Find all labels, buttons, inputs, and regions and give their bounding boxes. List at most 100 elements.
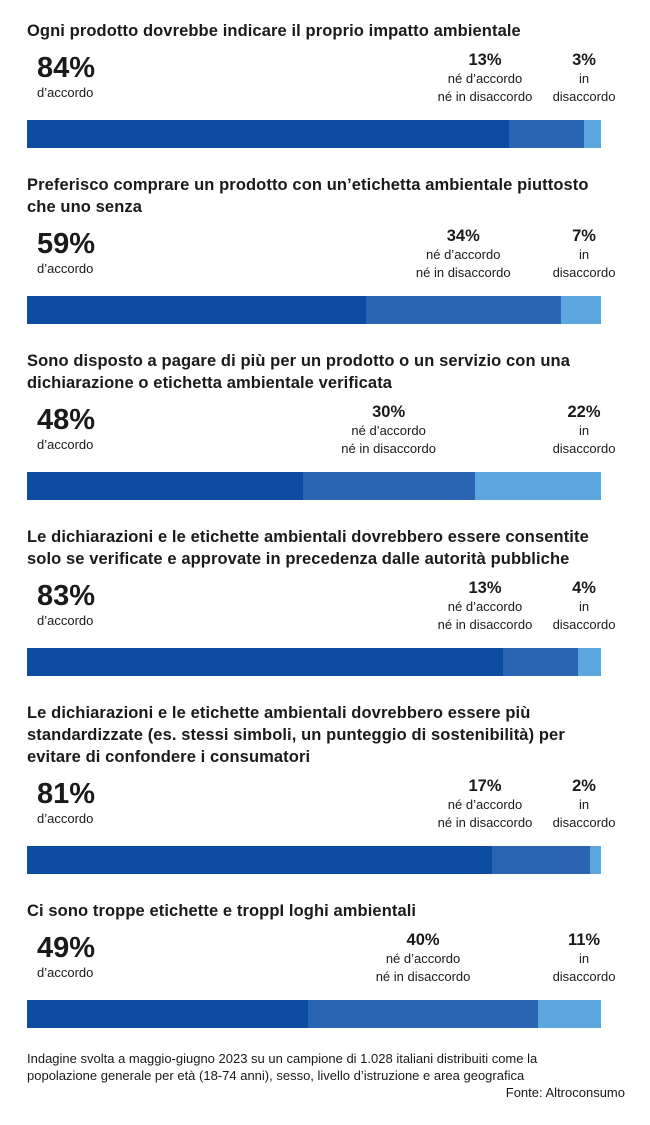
- bar-segment: [578, 648, 601, 676]
- value-label: 83%: [37, 580, 96, 612]
- segment-label: 22% in disaccordo: [544, 402, 624, 458]
- panels: Ogni prodotto dovrebbe indicare il propr…: [27, 20, 615, 1028]
- legend-label: né d’accordo né in disaccordo: [437, 599, 533, 632]
- question-panel: Ogni prodotto dovrebbe indicare il propr…: [27, 20, 615, 148]
- legend-label: d’accordo: [37, 85, 94, 100]
- value-label: 40%: [406, 931, 440, 949]
- value-label: 81%: [37, 778, 96, 810]
- bar-segment: [491, 846, 590, 874]
- value-label: 22%: [567, 403, 601, 421]
- value-label: 13%: [468, 579, 502, 597]
- value-label: 48%: [37, 404, 96, 436]
- bar-segment: [503, 648, 579, 676]
- bar-segment: [27, 648, 504, 676]
- value-label: 2%: [572, 777, 596, 795]
- legend-label: né d’accordo né in disaccordo: [415, 247, 511, 280]
- value-label: 7%: [572, 227, 596, 245]
- stacked-bar: [27, 846, 601, 874]
- segment-label: 3% in disaccordo: [544, 50, 624, 106]
- bar-segment: [27, 1000, 309, 1028]
- question-title: Ci sono troppe etichette e troppI loghi …: [27, 902, 417, 920]
- question-title: Ogni prodotto dovrebbe indicare il propr…: [27, 22, 521, 40]
- segment-label: 40% né d’accordo né in disaccordo: [358, 930, 488, 986]
- legend-label: in disaccordo: [552, 247, 616, 280]
- question-title: Le dichiarazioni e le etichette ambienta…: [27, 528, 589, 568]
- value-label: 3%: [572, 51, 596, 69]
- value-label: 49%: [37, 932, 96, 964]
- footnote: Indagine svolta a maggio-giugno 2023 su …: [27, 1051, 538, 1083]
- segment-label: 13% né d’accordo né in disaccordo: [420, 50, 550, 106]
- stacked-bar: [27, 648, 601, 676]
- legend-label: né d’accordo né in disaccordo: [341, 423, 436, 456]
- bar-segment: [560, 296, 601, 324]
- bar-segment: [589, 846, 601, 874]
- value-label: 34%: [446, 227, 480, 245]
- labels-row: 83% d’accordo 13% né d’accordo né in disacc…: [27, 578, 615, 648]
- question-panel: Le dichiarazioni e le etichette ambienta…: [27, 526, 615, 676]
- bar-segment: [27, 120, 510, 148]
- legend-label: d’accordo: [37, 811, 94, 826]
- legend-label: né d’accordo né in disaccordo: [437, 71, 533, 104]
- legend-label: in disaccordo: [552, 423, 616, 456]
- labels-row: 59% d’accordo 34% né d’accordo né in disacc…: [27, 226, 615, 296]
- bar-segment: [308, 1000, 538, 1028]
- labels-row: 48% d’accordo 30% né d’accordo né in disacc…: [27, 402, 615, 472]
- legend-label: in disaccordo: [552, 71, 616, 104]
- question-title: Preferisco comprare un prodotto con un’e…: [27, 176, 589, 216]
- segment-label: 11% in disaccordo: [544, 930, 624, 986]
- legend-label: d’accordo: [37, 437, 94, 452]
- legend-label: né d’accordo né in disaccordo: [375, 951, 471, 984]
- value-label: 17%: [468, 777, 502, 795]
- segment-label: 7% in disaccordo: [544, 226, 624, 282]
- stacked-bar: [27, 120, 601, 148]
- question-panel: Preferisco comprare un prodotto con un’e…: [27, 174, 615, 324]
- source: Fonte: Altroconsumo: [505, 1085, 625, 1100]
- stacked-bar: [27, 1000, 601, 1028]
- value-label: 4%: [572, 579, 596, 597]
- bar-segment: [474, 472, 601, 500]
- bar-segment: [537, 1000, 601, 1028]
- legend-label: in disaccordo: [552, 951, 616, 984]
- segment-label: 81% d’accordo: [37, 778, 95, 828]
- segment-label: 48% d’accordo: [37, 404, 95, 454]
- value-label: 59%: [37, 228, 96, 260]
- question-panel: Ci sono troppe etichette e troppI loghi …: [27, 900, 615, 1028]
- question-title: Sono disposto a pagare di più per un pro…: [27, 352, 570, 392]
- segment-label: 2% in disaccordo: [544, 776, 624, 832]
- bar-segment: [302, 472, 475, 500]
- question-panel: Sono disposto a pagare di più per un pro…: [27, 350, 615, 500]
- bar-segment: [583, 120, 601, 148]
- bar-segment: [27, 472, 303, 500]
- stacked-bar: [27, 296, 601, 324]
- stacked-bar: [27, 472, 601, 500]
- bar-segment: [509, 120, 584, 148]
- legend-label: d’accordo: [37, 261, 94, 276]
- legend-label: d’accordo: [37, 613, 94, 628]
- legend-label: né d’accordo né in disaccordo: [437, 797, 533, 830]
- bar-segment: [27, 296, 366, 324]
- question-title: Le dichiarazioni e le etichette ambienta…: [27, 704, 565, 766]
- segment-label: 17% né d’accordo né in disaccordo: [420, 776, 550, 832]
- segment-label: 49% d’accordo: [37, 932, 95, 982]
- segment-label: 34% né d’accordo né in disaccordo: [398, 226, 528, 282]
- bar-segment: [27, 846, 492, 874]
- labels-row: 49% d’accordo 40% né d’accordo né in disacc…: [27, 930, 615, 1000]
- value-label: 84%: [37, 52, 96, 84]
- value-label: 11%: [567, 931, 601, 949]
- segment-label: 30% né d’accordo né in disaccordo: [324, 402, 454, 458]
- segment-label: 4% in disaccordo: [544, 578, 624, 634]
- bar-segment: [365, 296, 561, 324]
- labels-row: 81% d’accordo 17% né d’accordo né in disacc…: [27, 776, 615, 846]
- segment-label: 13% né d’accordo né in disaccordo: [420, 578, 550, 634]
- question-panel: Le dichiarazioni e le etichette ambienta…: [27, 702, 615, 874]
- value-label: 13%: [468, 51, 502, 69]
- value-label: 30%: [372, 403, 406, 421]
- legend-label: in disaccordo: [552, 797, 616, 830]
- legend-label: in disaccordo: [552, 599, 616, 632]
- legend-label: d’accordo: [37, 965, 94, 980]
- labels-row: 84% d’accordo 13% né d’accordo né in disacc…: [27, 50, 615, 120]
- segment-label: 83% d’accordo: [37, 580, 95, 630]
- segment-label: 84% d’accordo: [37, 52, 95, 102]
- segment-label: 59% d’accordo: [37, 228, 95, 278]
